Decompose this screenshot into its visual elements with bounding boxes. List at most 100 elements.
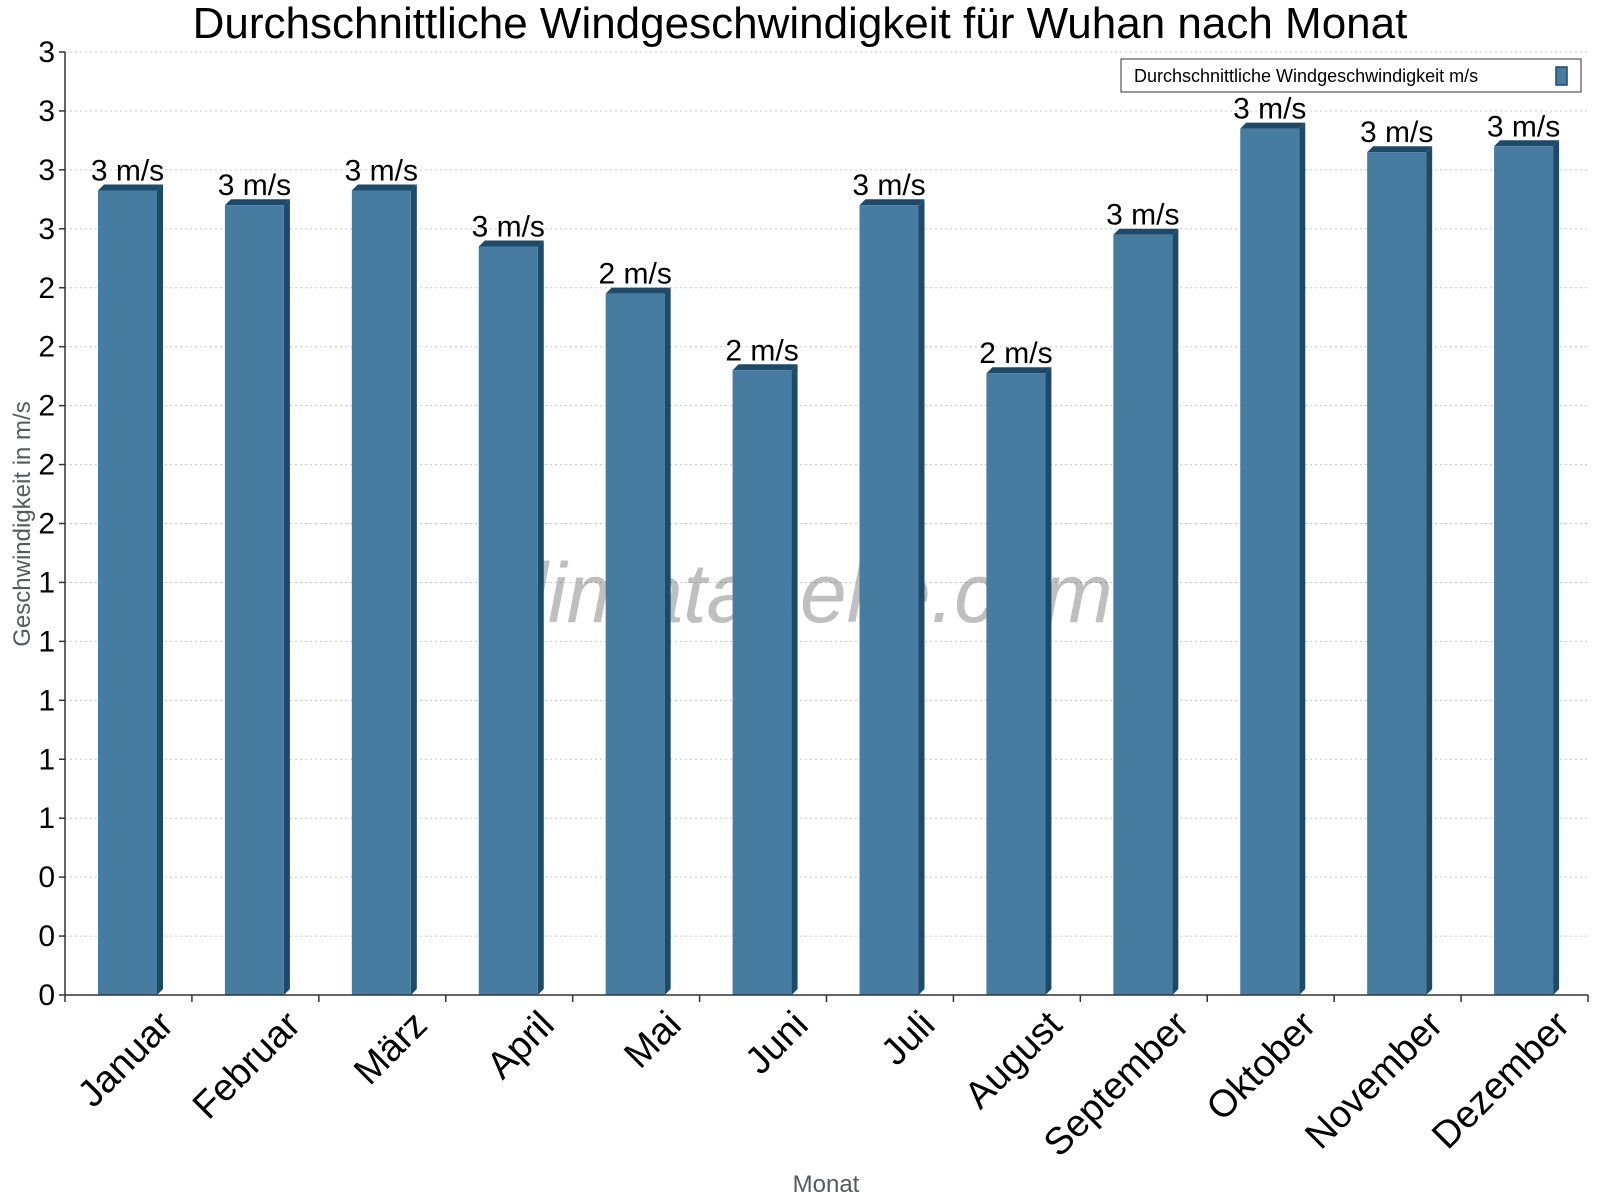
data-label: 2 m/s — [979, 337, 1052, 370]
legend-swatch — [1555, 66, 1568, 86]
bar-top — [224, 199, 290, 206]
y-tick-label: 3 — [38, 213, 55, 246]
y-tick-label: 1 — [38, 802, 55, 835]
data-label: 3 m/s — [345, 155, 418, 188]
x-tick-label: April — [479, 1004, 562, 1087]
x-tick-label: Februar — [185, 1003, 309, 1127]
data-label: 3 m/s — [852, 169, 925, 202]
bar-top — [98, 184, 163, 191]
bar-face — [1494, 146, 1554, 996]
bar-side — [918, 199, 925, 996]
y-tick-label: 1 — [38, 566, 55, 599]
x-tick-label: August — [957, 1003, 1071, 1117]
y-tick-label: 0 — [38, 861, 55, 894]
bar-side — [1426, 146, 1433, 996]
y-tick-label: 0 — [38, 920, 55, 953]
x-tick-label: Oktober — [1199, 1003, 1325, 1129]
bar-face — [859, 205, 919, 996]
y-axis-label: Geschwindigkeit in m/s — [9, 401, 36, 646]
x-tick-label: Dezember — [1424, 1003, 1578, 1157]
legend-box — [1120, 58, 1582, 93]
bar-side — [410, 184, 417, 996]
legend: Durchschnittliche Windgeschwindigkeit m/… — [1120, 58, 1582, 93]
y-tick-label: 2 — [38, 390, 55, 423]
bar-6 — [732, 364, 798, 995]
y-tick-label: 3 — [38, 154, 55, 187]
data-label: 3 m/s — [1360, 116, 1433, 149]
y-tick-label: 2 — [38, 449, 55, 482]
data-labels: 3 m/s 3 m/s 3 m/s 3 m/s 2 m/s 2 m/s 3 m/s 2 m/s… — [91, 93, 1560, 371]
data-label: 2 m/s — [598, 258, 671, 291]
y-tick-label: 1 — [38, 743, 55, 776]
x-tick-label: Juni — [737, 1004, 816, 1083]
y-tick-label: 0 — [38, 979, 55, 1012]
bar-side — [664, 287, 671, 995]
bar-top — [986, 367, 1052, 374]
y-tick-label: 1 — [38, 625, 55, 658]
bar-side — [1172, 228, 1179, 996]
bar-face — [351, 190, 411, 996]
y-tick-label: 3 — [38, 95, 55, 128]
bar-top — [351, 184, 417, 191]
bar-side — [1553, 140, 1560, 996]
bar-1 — [98, 184, 163, 996]
y-tick-label: 2 — [38, 508, 55, 541]
bar-top — [1240, 122, 1306, 129]
x-tick-label: Januar — [70, 1003, 182, 1115]
bar-10 — [1240, 122, 1306, 995]
bar-top — [732, 364, 798, 371]
data-label: 3 m/s — [1487, 110, 1560, 143]
y-tick-label: 2 — [38, 272, 55, 305]
bar-3 — [351, 184, 417, 996]
bar-top — [1113, 228, 1179, 235]
bar-side — [537, 240, 544, 995]
y-tick-label: 3 — [38, 36, 55, 69]
x-tick-label: Juli — [873, 1004, 943, 1074]
bar-8 — [986, 367, 1052, 996]
bar-side — [1299, 122, 1306, 995]
data-label: 3 m/s — [472, 210, 545, 243]
bar-face — [224, 205, 284, 996]
bar-face — [98, 190, 157, 996]
data-label: 3 m/s — [218, 169, 291, 202]
chart-title: Durchschnittliche Windgeschwindigkeit fü… — [193, 0, 1408, 48]
bar-2 — [224, 199, 290, 996]
data-label: 3 m/s — [91, 155, 164, 188]
bar-12 — [1494, 140, 1560, 996]
bar-face — [1367, 152, 1427, 996]
y-tick-label: 2 — [38, 331, 55, 364]
bar-4 — [478, 240, 544, 995]
bar-side — [1045, 367, 1052, 996]
data-label: 2 m/s — [725, 334, 798, 367]
bar-face — [605, 293, 665, 995]
x-tick-label: November — [1297, 1003, 1451, 1157]
bar-top — [605, 287, 671, 294]
bar-11 — [1367, 146, 1433, 996]
x-tick-label: Mai — [617, 1004, 690, 1077]
bar-face — [986, 373, 1046, 996]
y-tick-label: 1 — [38, 684, 55, 717]
bars — [98, 122, 1560, 996]
bar-5 — [605, 287, 671, 995]
data-label: 3 m/s — [1106, 199, 1179, 232]
bar-9 — [1113, 228, 1179, 996]
bar-face — [1113, 234, 1173, 996]
x-tick-label: März — [346, 1004, 435, 1093]
grid-lines — [65, 51, 1588, 937]
bar-side — [791, 364, 798, 995]
bar-face — [478, 246, 538, 995]
bar-side — [157, 184, 163, 996]
x-axis-label: Monat — [793, 1171, 860, 1198]
bar-top — [1494, 140, 1560, 147]
legend-entry-label: Durchschnittliche Windgeschwindigkeit m/… — [1134, 66, 1478, 86]
bar-face — [1240, 128, 1300, 995]
bar-top — [478, 240, 544, 247]
bar-top — [859, 199, 925, 206]
bar-face — [732, 370, 792, 995]
bar-side — [283, 199, 290, 996]
y-axis-ticks: 0 0 0 1 1 1 1 1 2 2 2 2 2 3 3 3 3 — [38, 36, 65, 1012]
bar-7 — [859, 199, 925, 996]
x-axis-ticks: Januar Februar März April Mai Juni Juli AugustS… — [64, 995, 1589, 1165]
data-label: 3 m/s — [1233, 93, 1306, 126]
